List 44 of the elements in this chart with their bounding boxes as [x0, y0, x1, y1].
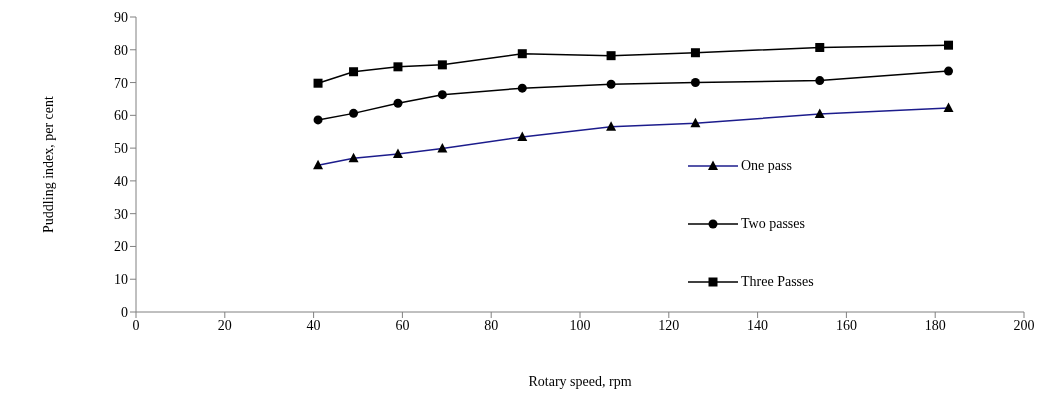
x-axis-title: Rotary speed, rpm	[528, 374, 632, 389]
point	[393, 98, 403, 108]
y-tick-label: 70	[114, 75, 128, 91]
x-tick-label: 80	[484, 317, 499, 333]
x-tick-label: 140	[747, 317, 769, 333]
legend-label: Two passes	[741, 216, 805, 232]
y-tick-label: 80	[114, 42, 128, 58]
point	[517, 83, 527, 93]
y-tick-label: 50	[114, 141, 128, 157]
point	[944, 66, 954, 76]
x-tick-label: 20	[217, 317, 232, 333]
x-tick-label: 200	[1013, 317, 1035, 333]
y-tick-label: 0	[121, 304, 128, 320]
point	[815, 42, 825, 52]
point	[944, 40, 954, 50]
x-tick-label: 40	[306, 317, 321, 333]
point	[606, 51, 616, 61]
y-tick-label: 20	[114, 239, 128, 255]
point	[313, 115, 323, 125]
point	[437, 90, 447, 100]
x-tick-label: 120	[658, 317, 680, 333]
y-tick-label: 60	[114, 108, 128, 124]
point	[690, 78, 700, 88]
y-tick-label: 90	[114, 9, 128, 25]
legend-label: One pass	[741, 158, 792, 174]
point	[437, 60, 447, 70]
x-tick-label: 60	[395, 317, 410, 333]
x-tick-label: 100	[569, 317, 591, 333]
y-axis-title: Puddling index, per cent	[40, 95, 56, 233]
x-tick-label: 0	[132, 317, 140, 333]
point	[349, 108, 359, 118]
point	[815, 76, 825, 86]
point	[349, 67, 359, 77]
y-tick-label: 10	[114, 272, 128, 288]
x-tick-label: 160	[835, 317, 857, 333]
legend-label: Three Passes	[741, 274, 814, 290]
point	[690, 48, 700, 58]
point	[606, 79, 616, 89]
point	[393, 62, 403, 72]
point	[313, 78, 323, 88]
y-tick-label: 40	[114, 173, 128, 189]
point	[517, 49, 527, 59]
x-tick-label: 180	[924, 317, 946, 333]
y-tick-label: 30	[114, 206, 128, 222]
